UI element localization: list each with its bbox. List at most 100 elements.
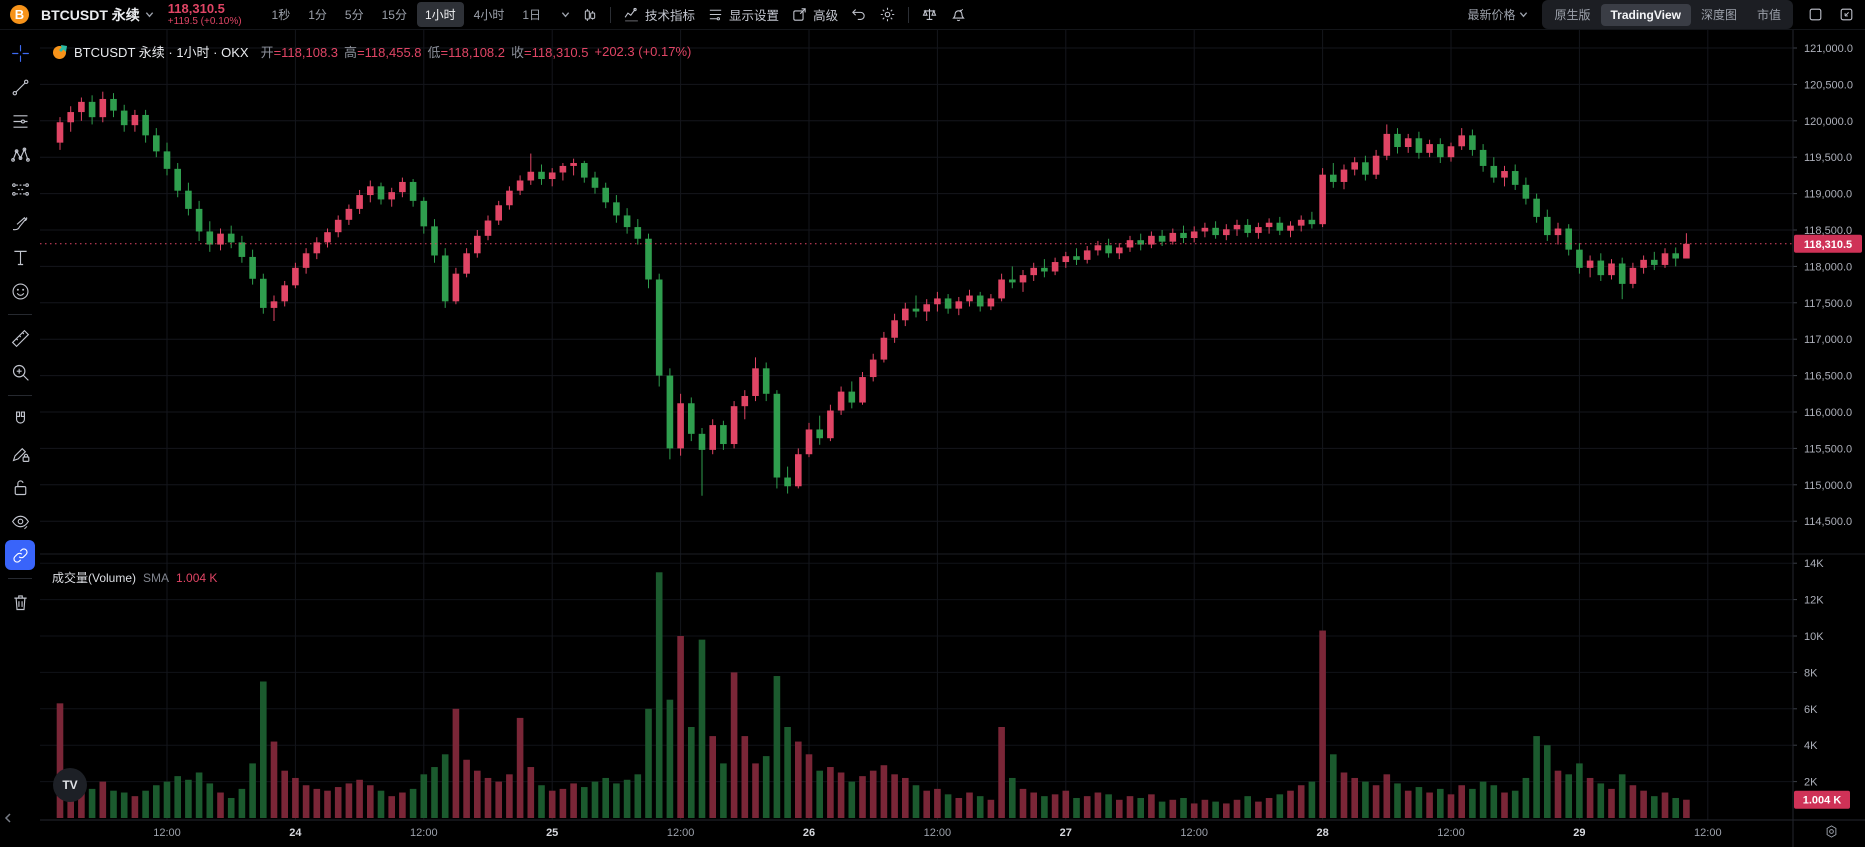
timeframe-1小时[interactable]: 1小时	[416, 2, 464, 27]
tool-ruler[interactable]	[5, 323, 35, 353]
tool-crosshair[interactable]	[5, 38, 35, 68]
legend-title: BTCUSDT 永续 · 1小时 · OKX	[74, 45, 249, 60]
display-settings-label: 显示设置	[729, 9, 780, 23]
chart-legend[interactable]: BTCUSDT 永续 · 1小时 · OKX 开=118,108.3 高=118,…	[52, 42, 691, 61]
price-scale[interactable]	[1793, 47, 1862, 809]
tool-long-position[interactable]	[5, 174, 35, 204]
top-toolbar: B BTCUSDT 永续 118,310.5 +119.5 (+0.10%) 1…	[0, 0, 1865, 30]
latest-price-dropdown[interactable]: 最新价格	[1467, 6, 1528, 23]
long-position-icon	[11, 182, 29, 196]
price-tick: 118,500.0	[1804, 225, 1852, 237]
ruler-icon	[11, 329, 29, 347]
tool-drawing-lock[interactable]	[5, 438, 35, 468]
volume-legend[interactable]: 成交量(Volume) SMA 1.004 K	[52, 569, 217, 586]
okx-coin-icon	[53, 44, 67, 59]
legend-change: +202.3 (+0.17%)	[594, 44, 692, 59]
tool-lock-all[interactable]	[5, 472, 35, 502]
view-tab-市值[interactable]: 市值	[1756, 8, 1781, 22]
emoji-icon	[11, 282, 29, 300]
chevron-down-icon	[1520, 12, 1528, 18]
gear-icon	[880, 7, 895, 22]
timeframe-1日[interactable]: 1日	[522, 8, 542, 22]
tool-text[interactable]	[5, 242, 35, 272]
tool-zoom-in[interactable]	[5, 357, 35, 387]
volume-tick: 6K	[1804, 704, 1818, 716]
timeframe-more-chevron-icon[interactable]	[561, 10, 570, 19]
symbol-selector[interactable]: BTCUSDT 永续	[41, 5, 154, 25]
timeframe-4小时[interactable]: 4小时	[473, 8, 505, 22]
time-tick: 12:00	[1437, 827, 1465, 839]
collapse-toolbar-arrow-icon[interactable]	[3, 812, 13, 824]
compare-button[interactable]	[921, 6, 938, 23]
tool-xabcd-pattern[interactable]	[5, 140, 35, 170]
volume-ma-value: 1.004 K	[176, 570, 218, 585]
xabcd-pattern-icon	[10, 146, 30, 162]
time-tick: 24	[289, 827, 302, 839]
volume-tick: 4K	[1804, 740, 1818, 752]
time-tick: 12:00	[924, 827, 952, 839]
tool-sync-drawings[interactable]	[5, 540, 35, 570]
price-tick: 118,000.0	[1804, 261, 1852, 273]
tool-brush[interactable]	[5, 208, 35, 238]
timeframe-15分[interactable]: 15分	[381, 8, 407, 22]
view-tab-TradingView[interactable]: TradingView	[1600, 3, 1691, 26]
time-tick: 26	[803, 827, 815, 839]
indicators-button[interactable]: 技术指标	[623, 5, 695, 24]
btc-logo-icon: B	[10, 5, 29, 24]
time-tick: 12:00	[410, 827, 438, 839]
advanced-label: 高级	[813, 9, 839, 23]
undo-button[interactable]	[850, 6, 867, 23]
alert-button[interactable]	[950, 6, 967, 23]
tool-fib-retracement[interactable]	[5, 106, 35, 136]
display-settings-button[interactable]: 显示设置	[707, 5, 779, 24]
candles-and-volume[interactable]	[56, 91, 1690, 818]
price-scale-settings-icon[interactable]	[1824, 824, 1839, 839]
legend-ohlc: 开=118,108.3 高=118,455.8 低=118,108.2 收=118,3…	[255, 42, 589, 61]
symbol-name: BTCUSDT 永续	[41, 6, 140, 23]
tradingview-watermark: TV	[53, 768, 87, 802]
volume-tick: 2K	[1804, 777, 1818, 789]
time-tick: 12:00	[667, 827, 695, 839]
tool-emoji[interactable]	[5, 276, 35, 306]
hide-drawings-icon	[11, 515, 29, 529]
fib-retracement-icon	[13, 114, 27, 128]
sync-drawings-icon	[12, 547, 28, 563]
tool-trend-line[interactable]	[5, 72, 35, 102]
last-price-badge	[1794, 234, 1862, 253]
timeframe-1秒[interactable]: 1秒	[271, 8, 291, 22]
volume-tick: 8K	[1804, 667, 1818, 679]
legend-ohlc-label: 收	[511, 45, 525, 60]
magnet-icon	[15, 410, 25, 424]
volume-tick: 12K	[1804, 595, 1824, 607]
time-tick: 12:00	[153, 827, 181, 839]
lock-all-icon	[14, 479, 26, 495]
indicators-icon	[624, 7, 638, 22]
tool-trash[interactable]	[5, 587, 35, 617]
grid	[40, 30, 1793, 820]
legend-ohlc-value: =118,108.3	[273, 45, 339, 60]
advanced-button[interactable]: 高级	[791, 5, 838, 24]
time-tick: 28	[1316, 827, 1328, 839]
tool-hide-drawings[interactable]	[5, 506, 35, 536]
timeframe-5分[interactable]: 5分	[344, 8, 364, 22]
chart-style-button[interactable]	[582, 7, 598, 23]
settings-button[interactable]	[879, 6, 896, 23]
toolbar-divider	[908, 6, 910, 23]
volume-title: 成交量(Volume)	[52, 571, 137, 585]
last-volume-badge	[1794, 790, 1850, 809]
tool-magnet[interactable]	[5, 404, 35, 434]
view-tab-原生版[interactable]: 原生版	[1554, 8, 1591, 22]
price-tick: 116,500.0	[1804, 371, 1852, 383]
bell-icon	[952, 8, 965, 22]
trend-line-icon	[12, 79, 28, 95]
brush-icon	[12, 216, 27, 230]
timeframe-1分[interactable]: 1分	[308, 8, 327, 22]
candlestick-chart[interactable]: 121,000.0 120,500.0 120,000.0 119,500.0 119,…	[40, 30, 1865, 847]
fullscreen-button[interactable]	[1838, 6, 1855, 23]
drawing-lock-icon	[12, 447, 29, 462]
screenshot-button[interactable]	[1807, 6, 1824, 23]
zoom-in-icon	[12, 364, 29, 381]
view-tab-深度图[interactable]: 深度图	[1700, 8, 1737, 22]
time-tick: 12:00	[1180, 827, 1208, 839]
balance-scale-icon	[922, 8, 937, 20]
